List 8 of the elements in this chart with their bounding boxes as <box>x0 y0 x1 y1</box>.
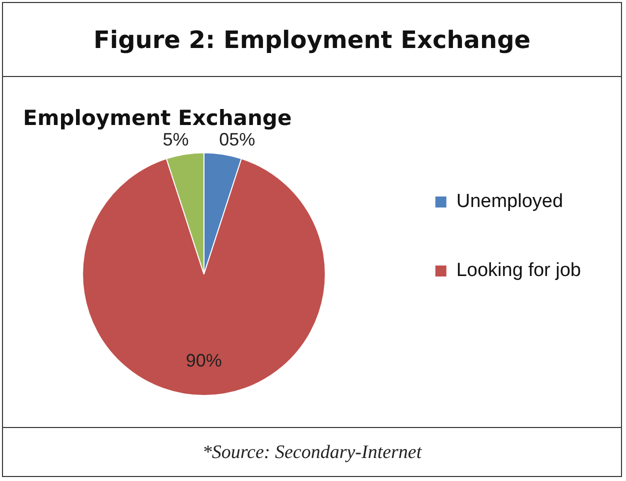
text: *Source: Secondary-Internet <box>3 427 621 477</box>
data-label: 05% <box>219 129 256 150</box>
chart-title: Figure 2: Employment Exchange <box>3 3 621 77</box>
legend-label: Looking for job <box>456 260 582 282</box>
data-label: 90% <box>186 350 222 370</box>
data-label: 5% <box>162 129 189 150</box>
chart-subtitle: Employment Exchange <box>23 106 292 130</box>
legend-label: Unemployed <box>456 191 564 212</box>
